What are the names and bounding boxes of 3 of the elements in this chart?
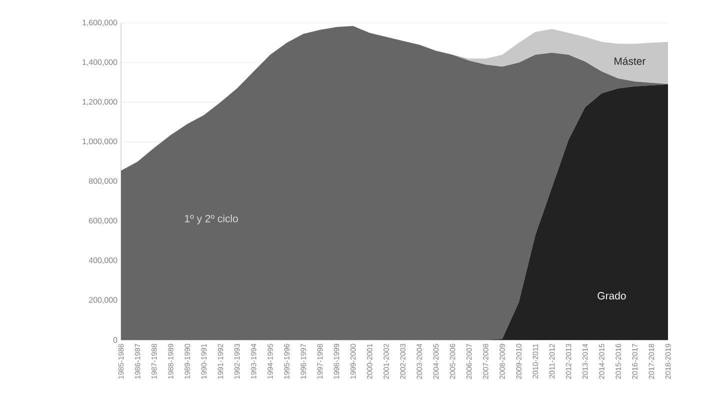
- series-label: Máster: [614, 57, 646, 65]
- series-label: Grado: [598, 292, 626, 300]
- series-label: 1º y 2º ciclo: [185, 214, 238, 224]
